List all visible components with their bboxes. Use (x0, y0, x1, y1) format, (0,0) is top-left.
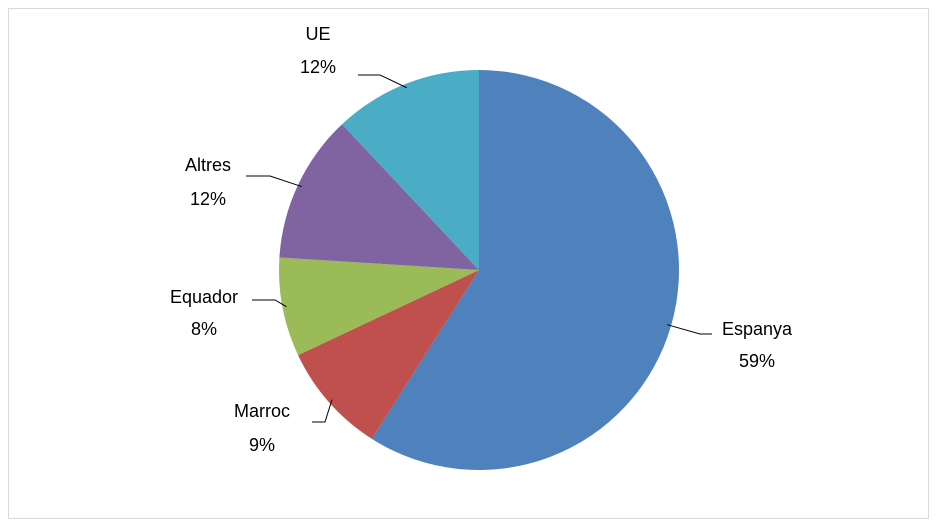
value-label: 12% (190, 189, 226, 209)
pie-slice (371, 70, 680, 470)
leader-line (312, 399, 333, 423)
category-label: Espanya (722, 319, 793, 339)
pie-slice (342, 70, 479, 270)
value-label: 12% (300, 57, 336, 77)
value-label: 9% (249, 435, 275, 455)
leader-line (252, 299, 287, 308)
leader-line (246, 175, 302, 188)
category-label: Marroc (234, 401, 290, 421)
pie-slice (279, 124, 479, 271)
pie-slice (278, 257, 479, 356)
value-label: 59% (739, 351, 775, 371)
category-label: Altres (185, 155, 231, 175)
value-label: 8% (191, 319, 217, 339)
leader-line (358, 74, 408, 89)
leader-line (667, 324, 712, 335)
pie-slice (298, 270, 479, 439)
category-label: Equador (170, 287, 238, 307)
category-label: UE (305, 24, 330, 44)
